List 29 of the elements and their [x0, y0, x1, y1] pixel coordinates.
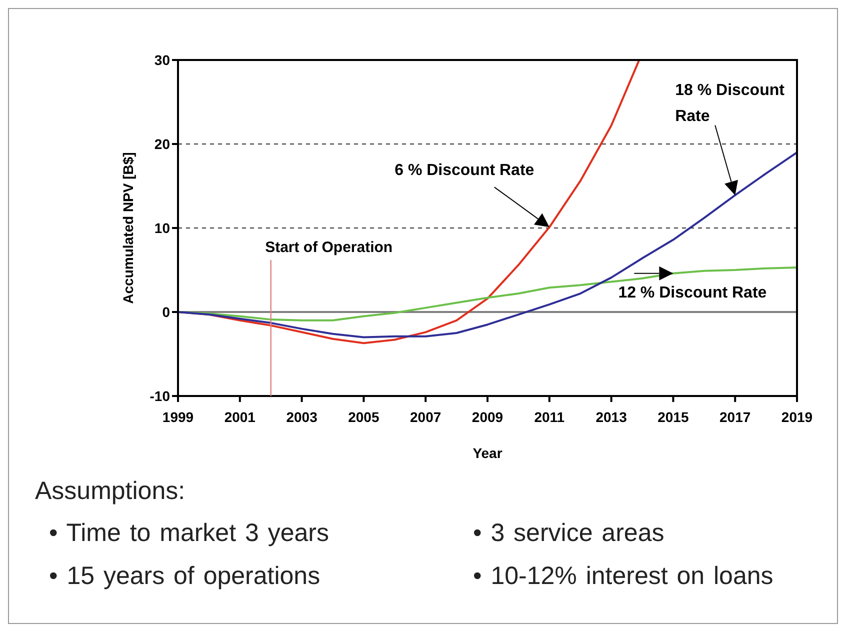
x-tick-label: 2007: [410, 408, 442, 425]
x-tick-label: 2011: [534, 408, 565, 425]
x-tick-label: 2003: [286, 408, 318, 425]
series-label: 18 % Discount Rate: [675, 82, 786, 126]
y-axis-title: Accumulated NPV [B$]: [120, 152, 136, 304]
y-tick-label: 30: [154, 52, 170, 68]
ref-line-label: Start of Operation: [265, 239, 393, 256]
text: • 15 years of operations: [49, 561, 322, 592]
line-series: [178, 151, 797, 338]
x-tick-label: 2019: [781, 408, 813, 425]
text: • Time to market 3 years: [49, 518, 330, 549]
x-axis-title: Year: [472, 445, 503, 461]
y-tick-label: 20: [154, 136, 170, 152]
text: Assumptions:: [35, 477, 186, 506]
text: 6 % Discount Rate: [394, 162, 534, 180]
series-label: 12 % Discount Rate: [618, 284, 767, 302]
x-tick-label: 2005: [348, 408, 380, 425]
x-tick-label: 1999: [162, 408, 194, 425]
y-tick-label: -10: [150, 388, 170, 404]
line-series: [178, 266, 797, 322]
x-tick-label: 2013: [596, 408, 628, 425]
x-tick-label: 2001: [224, 408, 256, 425]
y-tick-label: 10: [154, 220, 170, 236]
x-tick-label: 2015: [658, 408, 689, 425]
x-tick-label: 2017: [720, 408, 751, 425]
text: • 3 service areas: [473, 518, 666, 549]
x-tick-label: 2009: [472, 408, 504, 425]
y-tick-label: 0: [162, 304, 170, 320]
text: • 10-12% interest on loans: [473, 561, 774, 592]
